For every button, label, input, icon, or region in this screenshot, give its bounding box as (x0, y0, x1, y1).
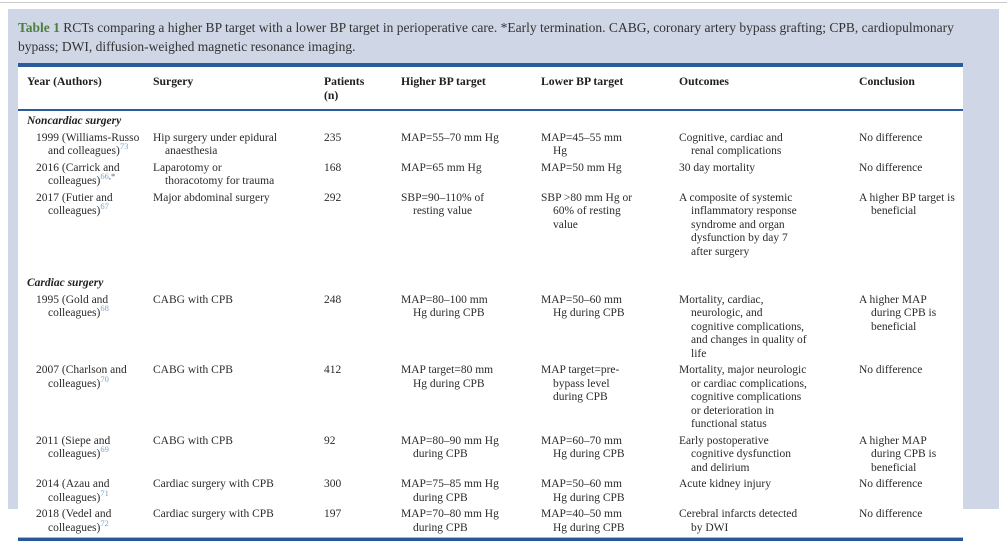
cell-higher-bp: SBP=90–110% of resting value (401, 191, 485, 218)
page-top-rule (0, 2, 1007, 3)
table-bottom-rule (18, 537, 963, 541)
section-header-cardiac-surgery: Cardiac surgery (18, 261, 963, 292)
cell-patients: 292 (324, 191, 342, 204)
cell-higher-bp: MAP=55–70 mm Hg (401, 131, 499, 144)
table-row: 2017 (Futier and colleagues)67 Major abdo… (18, 191, 963, 262)
section-title: Cardiac surgery (27, 277, 104, 290)
column-header-outcomes: Outcomes (679, 67, 859, 112)
cell-lower-bp: SBP >80 mm Hg or 60% of resting value (541, 191, 633, 231)
cell-higher-bp: MAP=70–80 mm Hg during CPB (401, 508, 499, 534)
cell-patients: 197 (324, 508, 342, 521)
cell-conclusion: No difference (859, 364, 923, 377)
cell-year-authors: 1999 (Williams-Russo and colleagues)73 (18, 130, 153, 161)
cell-surgery: Cardiac surgery with CPB (153, 478, 274, 491)
reference-link[interactable]: 71 (100, 487, 109, 498)
cell-conclusion: A higher MAP during CPB is beneficial (859, 434, 937, 474)
rct-comparison-table: Year (Authors) Surgery Patients (n) Higher … (18, 63, 963, 541)
column-header-higher-bp-target: Higher BP target (401, 67, 541, 112)
cell-outcomes: Mortality, major neurologic or cardiac c… (679, 364, 807, 431)
cell-conclusion: No difference (859, 478, 923, 491)
cell-higher-bp: MAP target=80 mm Hg during CPB (401, 364, 494, 390)
year-authors-text: 2016 (Carrick and colleagues) (36, 161, 120, 188)
cell-conclusion: A higher MAP during CPB is beneficial (859, 293, 937, 333)
year-authors-text: 2011 (Siepe and colleagues) (36, 434, 111, 461)
table-header-row: Year (Authors) Surgery Patients (n) Higher … (18, 67, 963, 112)
cell-outcomes: Cognitive, cardiac and renal complicatio… (679, 131, 783, 158)
cell-patients: 92 (324, 434, 336, 447)
year-authors-text: 2014 (Azau and colleagues) (36, 478, 110, 504)
cell-lower-bp: MAP=50–60 mm Hg during CPB (541, 293, 625, 320)
cell-outcomes: Acute kidney injury (679, 478, 771, 491)
cell-surgery: Laparotomy or thoracotomy for trauma (153, 161, 275, 188)
table-row: 2014 (Azau and colleagues)71 Cardiac surg… (18, 477, 963, 507)
cell-higher-bp: MAP=75–85 mm Hg during CPB (401, 478, 499, 504)
cell-lower-bp: MAP target=pre-bypass level during CPB (541, 364, 620, 404)
table-row: 2007 (Charlson and colleagues)70 CABG wit… (18, 363, 963, 434)
table-caption-label: Table 1 (18, 20, 60, 35)
cell-conclusion: A higher BP target is beneficial (859, 191, 955, 218)
cell-patients: 168 (324, 161, 342, 174)
year-authors-text: 2017 (Futier and colleagues) (36, 191, 113, 218)
cell-surgery: Hip surgery under epidural anaesthesia (153, 131, 278, 158)
cell-patients: 412 (324, 364, 342, 377)
cell-lower-bp: MAP=40–50 mm Hg during CPB (541, 508, 625, 534)
cell-outcomes: Cerebral infarcts detected by DWI (679, 508, 798, 534)
cell-surgery: CABG with CPB (153, 434, 233, 447)
reference-link[interactable]: 70 (100, 373, 109, 384)
cell-higher-bp: MAP=65 mm Hg (401, 161, 482, 174)
cell-lower-bp: MAP=60–70 mm Hg during CPB (541, 434, 625, 461)
cell-surgery: Cardiac surgery with CPB (153, 508, 274, 521)
reference-link[interactable]: 69 (100, 444, 109, 455)
section-header-noncardiac-surgery: Noncardiac surgery (18, 110, 963, 130)
column-header-year-authors: Year (Authors) (18, 67, 153, 112)
column-header-patients-n: Patients (n) (324, 67, 401, 112)
cell-surgery: CABG with CPB (153, 293, 233, 306)
cell-year-authors: 2014 (Azau and colleagues)71 (18, 477, 153, 507)
cell-lower-bp: MAP=45–55 mm Hg (541, 131, 622, 158)
reference-link[interactable]: 68 (100, 303, 109, 314)
table-panel: Table 1 RCTs comparing a higher BP targe… (8, 9, 999, 541)
table-caption: Table 1 RCTs comparing a higher BP targe… (8, 9, 999, 63)
cell-year-authors: 2018 (Vedel and colleagues)72 (18, 507, 153, 537)
column-header-lower-bp-target: Lower BP target (541, 67, 679, 112)
reference-link[interactable]: 66 (100, 171, 109, 182)
cell-patients: 248 (324, 293, 342, 306)
cell-conclusion: No difference (859, 131, 923, 144)
cell-outcomes: 30 day mortality (679, 161, 756, 174)
year-authors-text: 1995 (Gold and colleagues) (36, 293, 109, 320)
cell-outcomes: A composite of systemic inflammatory res… (679, 191, 797, 258)
cell-lower-bp: MAP=50–60 mm Hg during CPB (541, 478, 625, 504)
cell-higher-bp: MAP=80–90 mm Hg during CPB (401, 434, 499, 461)
reference-link[interactable]: 67 (100, 201, 109, 212)
cell-patients: 235 (324, 131, 342, 144)
reference-link[interactable]: 72 (100, 517, 109, 528)
cell-surgery: CABG with CPB (153, 364, 233, 377)
table-row: 2011 (Siepe and colleagues)69 CABG with C… (18, 434, 963, 478)
column-header-surgery: Surgery (153, 67, 324, 112)
year-authors-text: 2007 (Charlson and colleagues) (36, 364, 127, 390)
cell-conclusion: No difference (859, 161, 923, 174)
section-title: Noncardiac surgery (27, 115, 122, 128)
cell-lower-bp: MAP=50 mm Hg (541, 161, 622, 174)
reference-link[interactable]: 73 (119, 141, 129, 152)
cell-surgery: Major abdominal surgery (153, 191, 270, 204)
cell-outcomes: Early postoperative cognitive dysfunctio… (679, 434, 791, 474)
cell-year-authors: 2017 (Futier and colleagues)67 (18, 191, 153, 262)
column-header-conclusion: Conclusion (859, 67, 963, 112)
cell-conclusion: No difference (859, 508, 923, 521)
reference-footnote-marker: ,* (108, 171, 116, 182)
cell-patients: 300 (324, 478, 342, 491)
table-row: 1999 (Williams-Russo and colleagues)73 Hi… (18, 130, 963, 161)
cell-year-authors: 2016 (Carrick and colleagues)66,* (18, 161, 153, 191)
cell-outcomes: Mortality, cardiac, neurologic, and cogn… (679, 293, 807, 360)
year-authors-text: 1999 (Williams-Russo and colleagues) (36, 131, 140, 158)
table-row: 2018 (Vedel and colleagues)72 Cardiac sur… (18, 507, 963, 537)
cell-year-authors: 2011 (Siepe and colleagues)69 (18, 434, 153, 478)
cell-year-authors: 2007 (Charlson and colleagues)70 (18, 363, 153, 434)
table-row: 1995 (Gold and colleagues)68 CABG with CP… (18, 292, 963, 364)
table-caption-text: RCTs comparing a higher BP target with a… (18, 20, 954, 55)
table-row: 2016 (Carrick and colleagues)66,* Laparot… (18, 161, 963, 191)
cell-year-authors: 1995 (Gold and colleagues)68 (18, 292, 153, 364)
cell-higher-bp: MAP=80–100 mm Hg during CPB (401, 293, 488, 320)
